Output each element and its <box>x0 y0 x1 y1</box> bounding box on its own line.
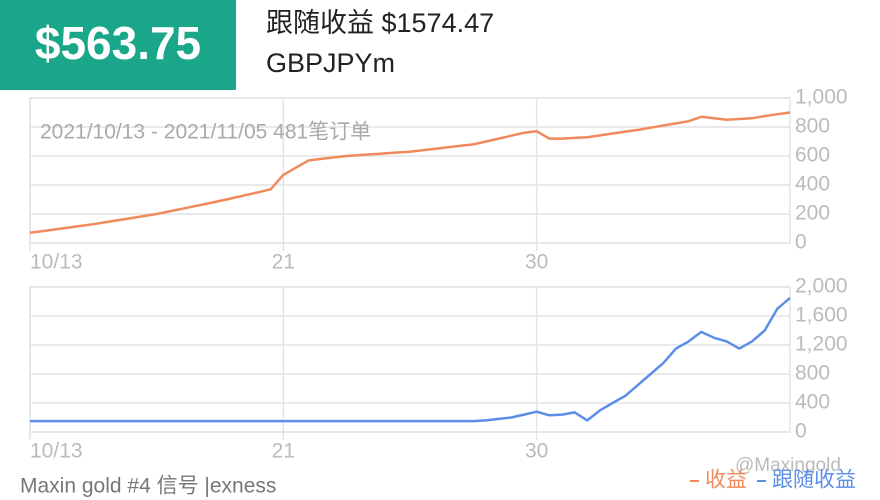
signal-name: Maxin gold #4 信号 |exness <box>20 475 276 498</box>
y-tick-label: 400 <box>795 391 830 414</box>
x-tick-label: 30 <box>525 440 548 463</box>
y-tick-label: 0 <box>795 420 807 443</box>
legend: 收益 跟随收益 <box>690 469 856 492</box>
y-tick-label: 800 <box>795 115 830 138</box>
amount-badge <box>0 0 236 90</box>
legend-label: 跟随收益 <box>772 469 856 492</box>
y-tick-label: 1,600 <box>795 304 848 327</box>
y-tick-label: 600 <box>795 144 830 167</box>
chart-subtitle: 2021/10/13 - 2021/11/05 481笔订单 <box>40 121 371 144</box>
x-tick-label: 10/13 <box>30 251 83 274</box>
y-tick-label: 800 <box>795 362 830 385</box>
y-tick-label: 1,200 <box>795 333 848 356</box>
y-tick-label: 200 <box>795 202 830 225</box>
legend-label: 收益 <box>705 469 747 492</box>
amount: $563.75 <box>35 17 201 69</box>
y-tick-label: 400 <box>795 173 830 196</box>
y-tick-label: 0 <box>795 231 807 254</box>
y-tick-label: 1,000 <box>795 86 848 109</box>
series-line <box>29 111 791 235</box>
follow-profit: 跟随收益 $1574.47 <box>266 8 494 38</box>
x-tick-label: 21 <box>272 440 295 463</box>
x-tick-label: 30 <box>525 251 548 274</box>
series-line <box>30 296 791 423</box>
x-tick-label: 10/13 <box>30 440 83 463</box>
x-tick-label: 21 <box>272 251 295 274</box>
symbol: GBPJPYm <box>266 48 395 78</box>
watermark: @Maxingold <box>735 455 841 476</box>
y-tick-label: 2,000 <box>795 275 848 298</box>
